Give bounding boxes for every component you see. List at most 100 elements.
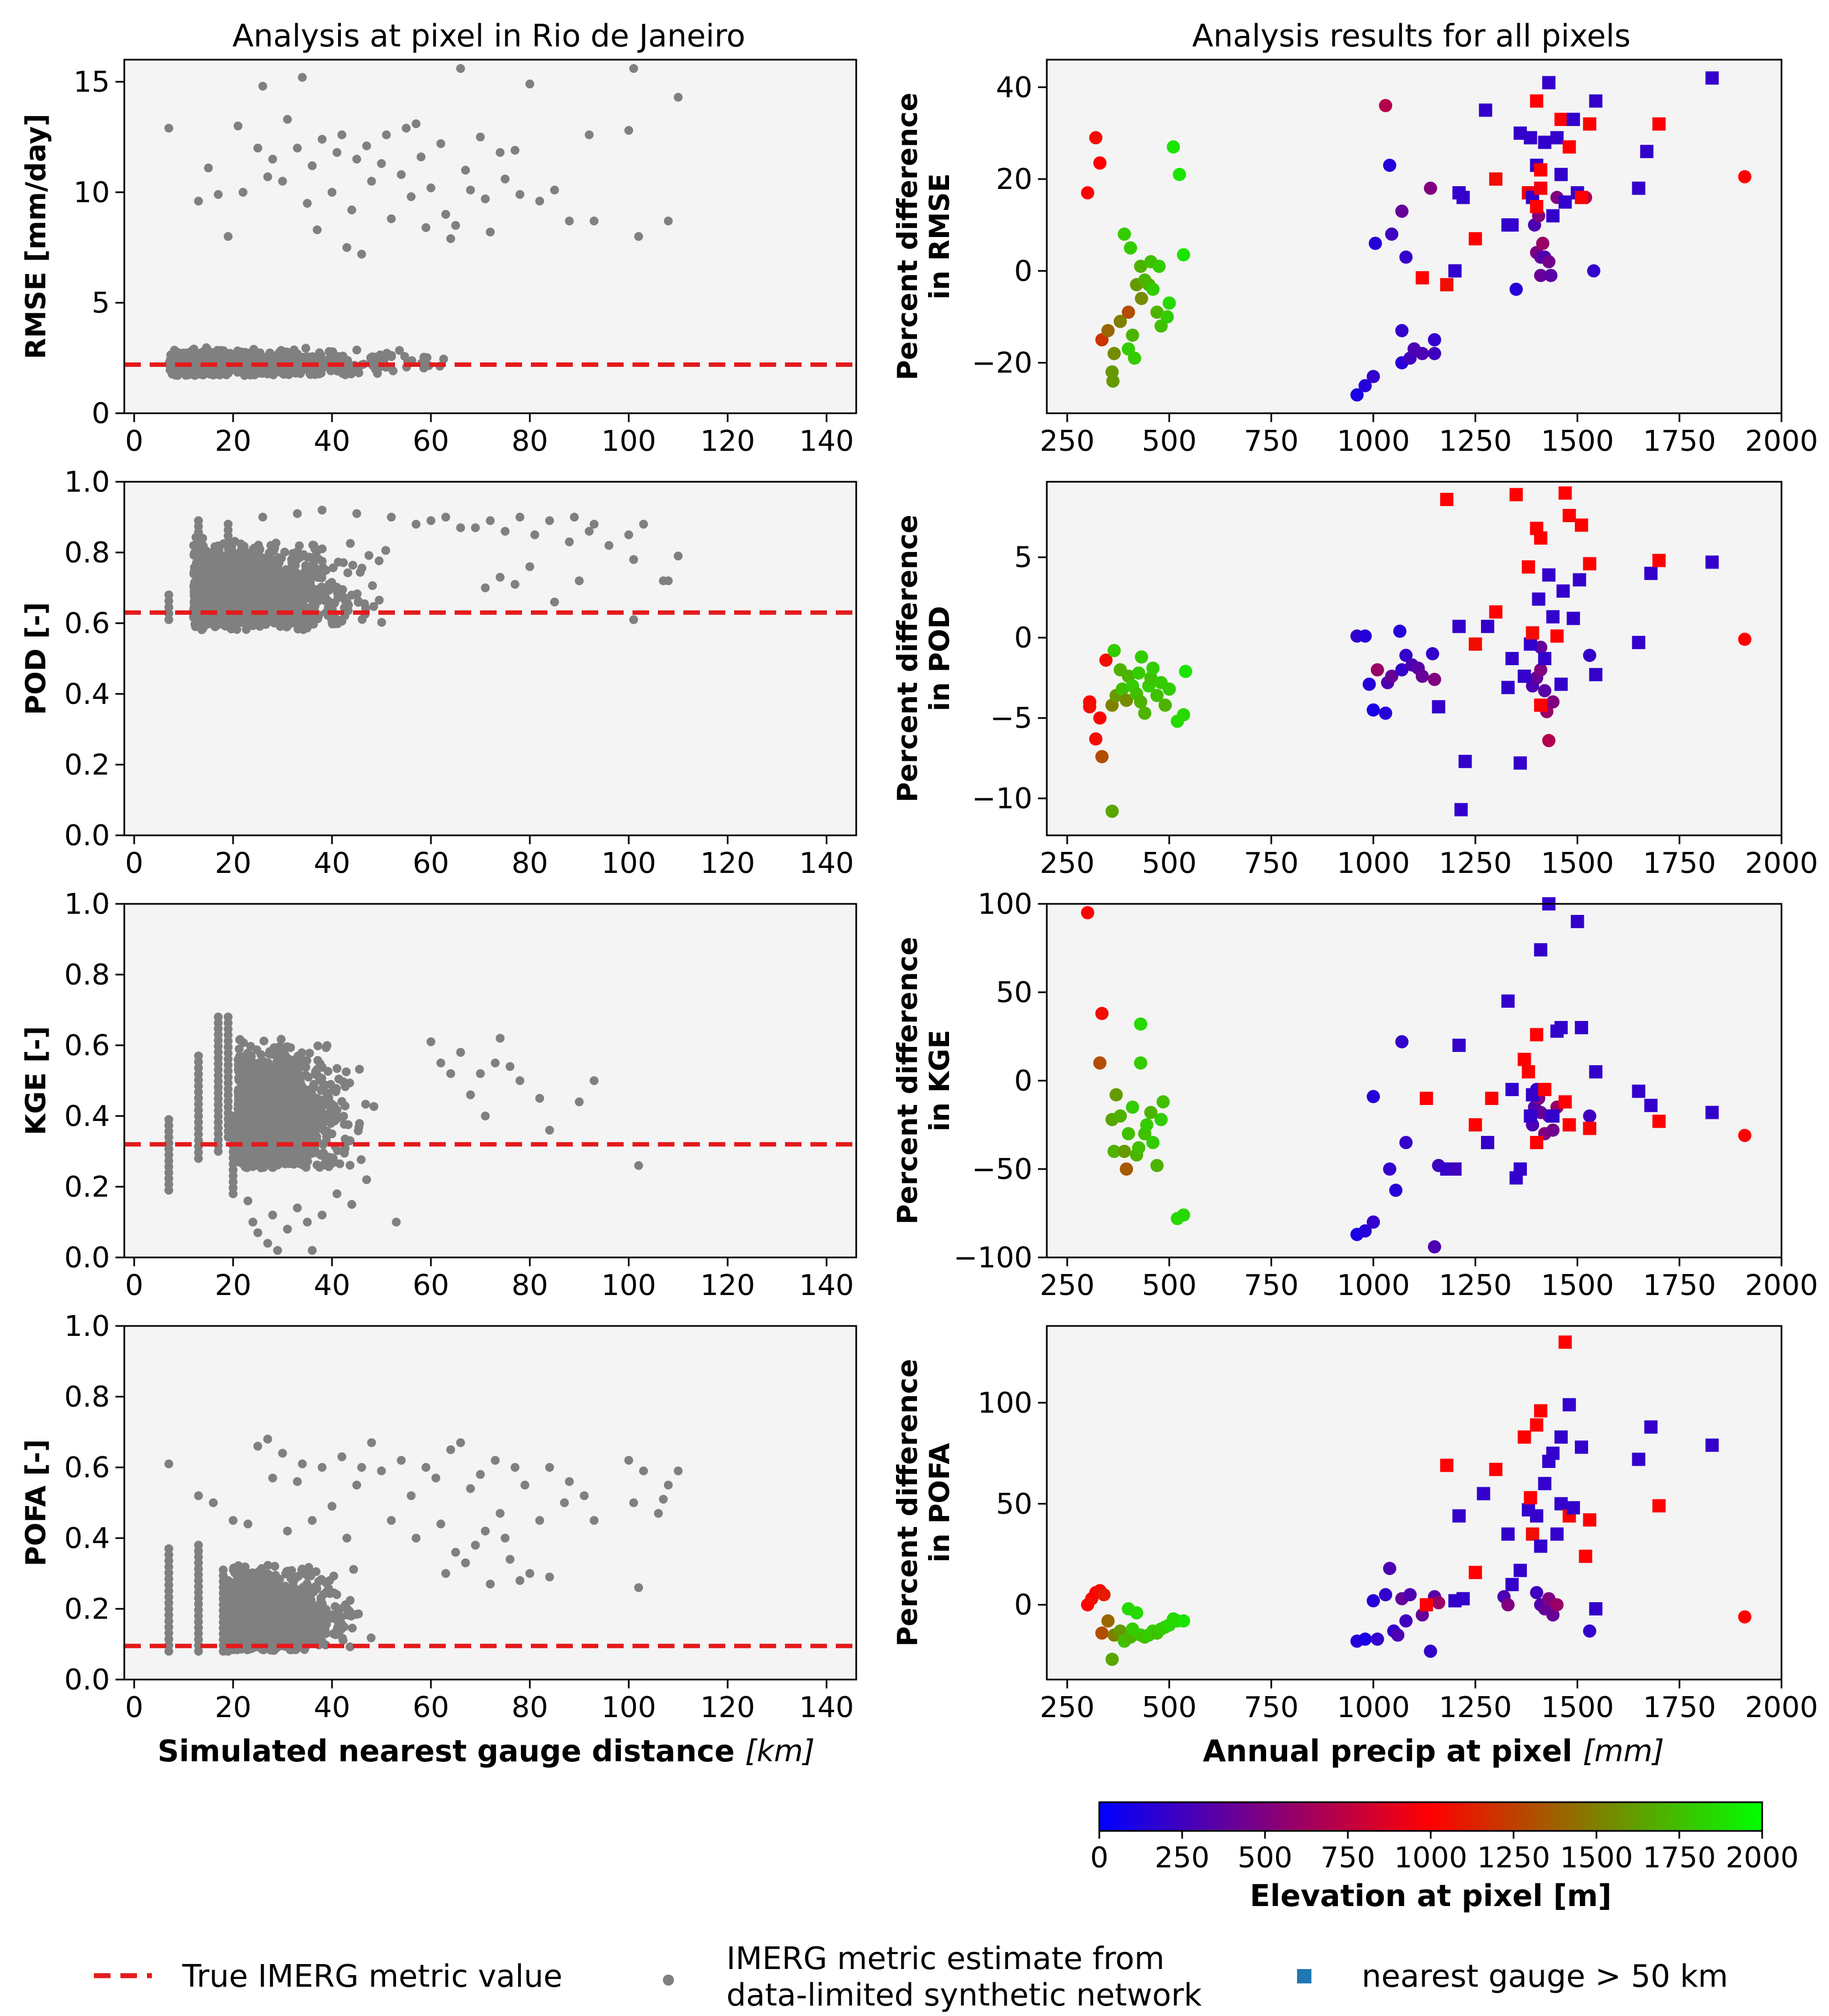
- data-point: [412, 119, 421, 128]
- x-tick-label: 60: [413, 425, 449, 458]
- data-point: [334, 557, 343, 567]
- right-column-title: Analysis results for all pixels: [1192, 18, 1631, 54]
- data-point: [224, 369, 233, 378]
- plot-frame: [123, 59, 857, 414]
- data-point: [224, 519, 233, 529]
- data-point: [333, 148, 341, 157]
- data-point: [476, 1069, 485, 1078]
- data-point: [270, 1088, 280, 1097]
- data-point: [251, 1064, 261, 1073]
- data-point: [412, 519, 421, 529]
- data-point: [366, 1633, 376, 1643]
- panel-left-3: 0 20 40 60 80 100 120 1400.00.20.40.60.81.0KGE …: [20, 888, 857, 1302]
- data-point: [209, 620, 219, 630]
- data-point: [292, 555, 302, 565]
- data-point: [589, 519, 599, 529]
- data-point: [369, 602, 378, 611]
- data-point: [307, 1101, 316, 1110]
- y-tick-label: 0.2: [64, 1171, 110, 1204]
- y-tick-label: 0.2: [64, 749, 110, 782]
- data-point: [337, 130, 346, 139]
- data-point: [318, 1210, 327, 1220]
- data-point: [441, 210, 450, 219]
- data-point: [243, 1077, 252, 1086]
- data-point: [253, 144, 262, 152]
- y-tick-label: 0.6: [64, 1029, 110, 1062]
- x-tick-label: 140: [799, 425, 854, 458]
- y-tick-label: 5: [92, 287, 110, 320]
- x-tick-label: 120: [700, 1269, 755, 1302]
- data-point: [299, 550, 308, 559]
- y-tick-label: 1.0: [64, 466, 110, 499]
- data-point: [219, 1565, 228, 1575]
- data-point: [318, 506, 327, 515]
- data-point: [244, 1087, 253, 1096]
- y-tick-label: 0: [92, 397, 110, 430]
- data-point: [308, 1246, 317, 1255]
- y-tick-label: 0.0: [64, 1241, 110, 1275]
- y-axis-label: KGE [-]: [20, 1026, 52, 1135]
- data-point: [302, 572, 312, 581]
- x-tick-label: 40: [314, 847, 350, 880]
- data-point: [367, 177, 376, 186]
- x-tick-label: 40: [314, 425, 350, 458]
- data-point: [510, 146, 520, 155]
- data-point: [565, 217, 574, 225]
- data-point: [550, 597, 559, 607]
- data-point: [303, 1218, 312, 1227]
- data-point: [164, 124, 173, 133]
- data-point: [352, 509, 361, 518]
- data-point: [273, 1103, 282, 1113]
- data-point: [238, 188, 247, 197]
- data-point: [451, 221, 460, 230]
- data-point: [271, 1073, 280, 1083]
- data-point: [639, 519, 648, 529]
- data-point: [231, 349, 240, 358]
- data-point: [319, 1148, 328, 1157]
- data-point: [164, 603, 173, 612]
- data-point: [634, 232, 644, 241]
- data-point: [456, 64, 465, 73]
- data-point: [295, 591, 304, 600]
- x-tick-label: 0: [125, 425, 143, 458]
- data-point: [204, 164, 213, 172]
- data-point: [373, 369, 382, 378]
- data-points: [164, 506, 683, 634]
- data-point: [219, 351, 228, 361]
- data-point: [235, 1035, 244, 1045]
- plot-area: [124, 482, 856, 835]
- data-point: [624, 530, 634, 539]
- data-point: [282, 1070, 291, 1080]
- data-point: [377, 159, 386, 168]
- data-point: [324, 1101, 333, 1110]
- data-point: [235, 552, 244, 561]
- data-point: [235, 1044, 244, 1054]
- x-tick-label: 60: [413, 1269, 449, 1302]
- x-tick-label: 100: [602, 847, 656, 880]
- data-point: [218, 620, 228, 629]
- data-point: [315, 1115, 324, 1124]
- x-tick-label: 20: [215, 847, 251, 880]
- data-point: [634, 1161, 644, 1170]
- data-point: [663, 576, 673, 586]
- data-point: [364, 551, 373, 560]
- x-axis: 0 20 40 60 80 100 120 140: [125, 413, 854, 458]
- data-point: [376, 350, 385, 360]
- data-point: [357, 250, 366, 259]
- data-point: [225, 555, 234, 565]
- data-point: [309, 540, 318, 550]
- data-point: [224, 232, 233, 241]
- data-point: [303, 583, 312, 592]
- data-point: [342, 243, 351, 252]
- data-point: [496, 148, 505, 157]
- data-point: [323, 1041, 331, 1050]
- data-point: [381, 546, 391, 555]
- data-point: [164, 1115, 173, 1124]
- data-point: [243, 577, 252, 586]
- data-point: [269, 1150, 278, 1159]
- data-point: [278, 177, 287, 186]
- data-point: [214, 555, 223, 565]
- data-point: [348, 561, 357, 570]
- data-point: [289, 615, 298, 625]
- data-point: [194, 1540, 203, 1550]
